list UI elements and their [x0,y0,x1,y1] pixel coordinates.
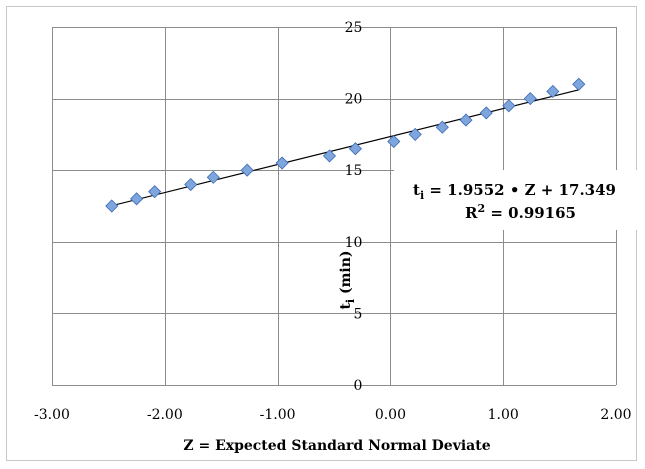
y-tick-label: 25 [345,20,363,36]
data-point [459,113,473,127]
chart-border [6,6,637,461]
data-point [275,156,289,170]
data-point [572,77,586,91]
x-tick-label: -2.00 [147,407,183,423]
data-point [184,177,198,192]
equation-background [394,170,645,230]
y-tick-label: 0 [353,378,362,394]
y-tick-label: 15 [345,163,363,179]
x-tick-labels: -3.00 -2.00 -1.00 0.00 1.00 2.00 [34,407,632,423]
x-axis-title: Z = Expected Standard Normal Deviate [183,438,490,454]
data-point [408,127,422,141]
data-point [148,185,162,199]
data-point [435,120,449,134]
r-squared-label: R2 = 0.99165 [465,202,576,222]
data-point [348,142,362,156]
data-point [322,149,337,163]
data-points [105,77,586,213]
data-point [523,92,537,106]
y-tick-label: 5 [353,306,362,322]
data-point [546,84,560,99]
y-tick-labels: 0 5 10 15 20 25 [345,20,363,394]
y-tick-label: 10 [345,235,363,251]
data-point [130,192,144,206]
trendline-equation: ti = 1.9552 • Z + 17.349 [413,181,616,202]
data-point [105,199,119,213]
y-tick-label: 20 [345,92,363,108]
x-tick-label: -1.00 [260,407,296,423]
x-tick-label: -3.00 [34,407,70,423]
data-point [479,106,493,120]
y-axis-title: ti (min) [338,250,357,309]
data-point [240,163,254,177]
data-point [387,134,401,149]
x-tick-label: 1.00 [488,407,519,423]
x-tick-label: 0.00 [375,407,406,423]
data-point [502,99,516,113]
data-point [206,170,220,184]
x-tick-label: 2.00 [600,407,631,423]
